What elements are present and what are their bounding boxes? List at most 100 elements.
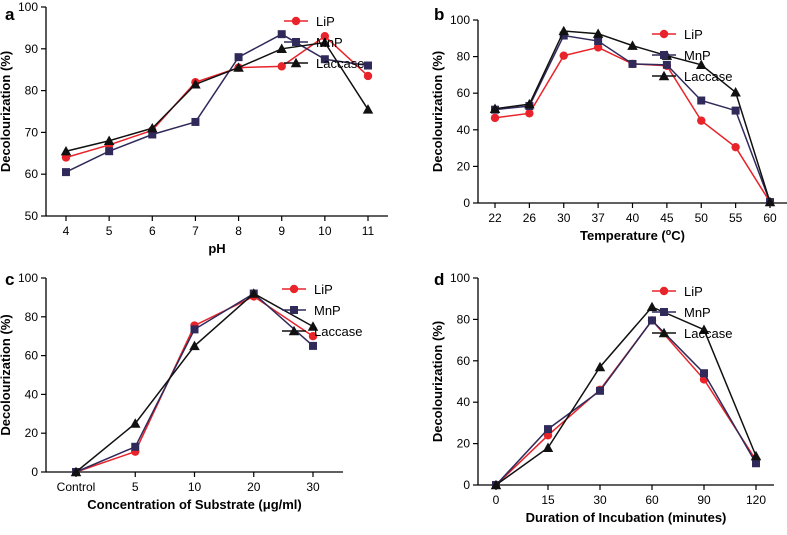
y-tick-label: 60	[457, 354, 471, 368]
legend-label: MnP	[314, 303, 341, 318]
x-axis-title: Duration of Incubation (minutes)	[526, 510, 727, 525]
data-point	[627, 40, 638, 50]
data-point	[60, 145, 72, 156]
legend-marker	[660, 51, 668, 59]
data-point	[131, 442, 140, 451]
x-tick-label: 11	[362, 224, 375, 238]
y-tick-label: 60	[25, 167, 39, 181]
data-point	[233, 62, 244, 72]
y-tick-label: 40	[457, 395, 471, 409]
x-tick-label: 40	[626, 211, 640, 225]
legend-label: Laccase	[684, 69, 732, 84]
legend-label: LiP	[314, 282, 333, 297]
legend: LiP MnP Laccase	[652, 27, 732, 84]
series-line	[65, 33, 369, 173]
legend-label: Laccase	[314, 324, 362, 339]
data-point	[594, 361, 606, 372]
data-point	[490, 479, 502, 490]
y-tick-label: 100	[450, 13, 470, 27]
series-mnp	[62, 30, 372, 177]
y-tick-label: 0	[463, 478, 470, 492]
x-tick-label: 45	[660, 211, 674, 225]
y-tick-label: 60	[457, 86, 471, 100]
series-line	[495, 306, 757, 486]
chart-panel-d: d 0 20 40 60 80 100 0 15 30 60 90 120 Duration of Inc…	[430, 270, 774, 525]
y-tick-label: 100	[450, 271, 470, 285]
panel-letter: c	[5, 270, 14, 289]
legend: LiP MnP Laccase	[282, 282, 362, 339]
series-line	[65, 41, 369, 152]
data-point	[750, 450, 762, 461]
data-point	[698, 324, 710, 334]
y-tick-label: 20	[457, 437, 471, 451]
legend-label: LiP	[316, 14, 335, 29]
data-point	[593, 43, 603, 52]
data-point	[558, 25, 569, 36]
legend-marker	[290, 306, 298, 314]
data-point	[364, 61, 372, 70]
data-point	[752, 459, 760, 468]
legend-marker	[289, 284, 299, 294]
series-mnp	[72, 289, 317, 476]
x-tick-label: 60	[763, 211, 777, 225]
legend: LiP MnP Laccase	[652, 284, 732, 341]
data-point	[309, 341, 317, 350]
data-point	[559, 31, 568, 40]
x-tick-label: 90	[697, 493, 711, 507]
data-point	[594, 37, 603, 46]
x-axis-title: Concentration of Substrate (μg/ml)	[87, 497, 302, 512]
data-point	[148, 130, 157, 139]
data-point	[147, 122, 158, 133]
x-tick-label: 37	[591, 211, 605, 225]
data-point	[646, 301, 658, 312]
x-tick-label: Control	[57, 480, 96, 494]
legend-marker	[290, 57, 302, 68]
data-point	[277, 62, 286, 71]
data-point	[628, 59, 637, 68]
legend-marker	[292, 38, 300, 46]
data-point	[307, 321, 319, 331]
y-axis-title: Decolourization (%)	[430, 321, 445, 442]
legend-marker	[660, 308, 668, 316]
data-point	[189, 340, 200, 351]
panel-letter: a	[5, 5, 15, 24]
y-axis-title: Decolourization (%)	[0, 314, 13, 435]
data-point	[362, 104, 374, 114]
series-line	[75, 292, 314, 473]
data-point	[490, 113, 500, 123]
data-point	[190, 325, 199, 334]
data-point	[596, 386, 604, 395]
data-point	[363, 71, 373, 81]
series-line	[65, 35, 369, 159]
series-lip	[491, 316, 761, 490]
data-point	[764, 196, 776, 207]
x-axis-title: pH	[208, 241, 225, 256]
data-point	[731, 106, 740, 115]
x-tick-label: 22	[488, 211, 502, 225]
data-point	[544, 425, 552, 434]
y-tick-label: 20	[25, 426, 39, 440]
x-tick-label: 15	[541, 493, 555, 507]
x-tick-label: 0	[493, 493, 500, 507]
legend-label: MnP	[316, 35, 343, 50]
data-point	[320, 55, 329, 64]
x-tick-label: 9	[278, 224, 285, 238]
chart-panel-b: b 0 20 40 60 80 100 22 26 30 37 40 45 50 55 60 Temperatu…	[430, 5, 787, 243]
x-tick-label: 5	[132, 480, 139, 494]
data-point	[559, 51, 568, 60]
x-tick-label: 26	[523, 211, 537, 225]
legend-label: LiP	[684, 284, 703, 299]
series-line	[495, 319, 757, 486]
y-tick-label: 80	[25, 84, 39, 98]
series-laccase	[60, 37, 374, 156]
x-tick-label: 8	[235, 224, 242, 238]
x-tick-label: 30	[593, 493, 607, 507]
data-point	[696, 59, 707, 70]
data-point	[70, 466, 82, 477]
data-point	[524, 98, 535, 109]
legend-marker	[291, 16, 301, 26]
series-laccase	[490, 301, 762, 490]
data-point	[105, 147, 114, 156]
y-tick-label: 100	[18, 271, 38, 285]
